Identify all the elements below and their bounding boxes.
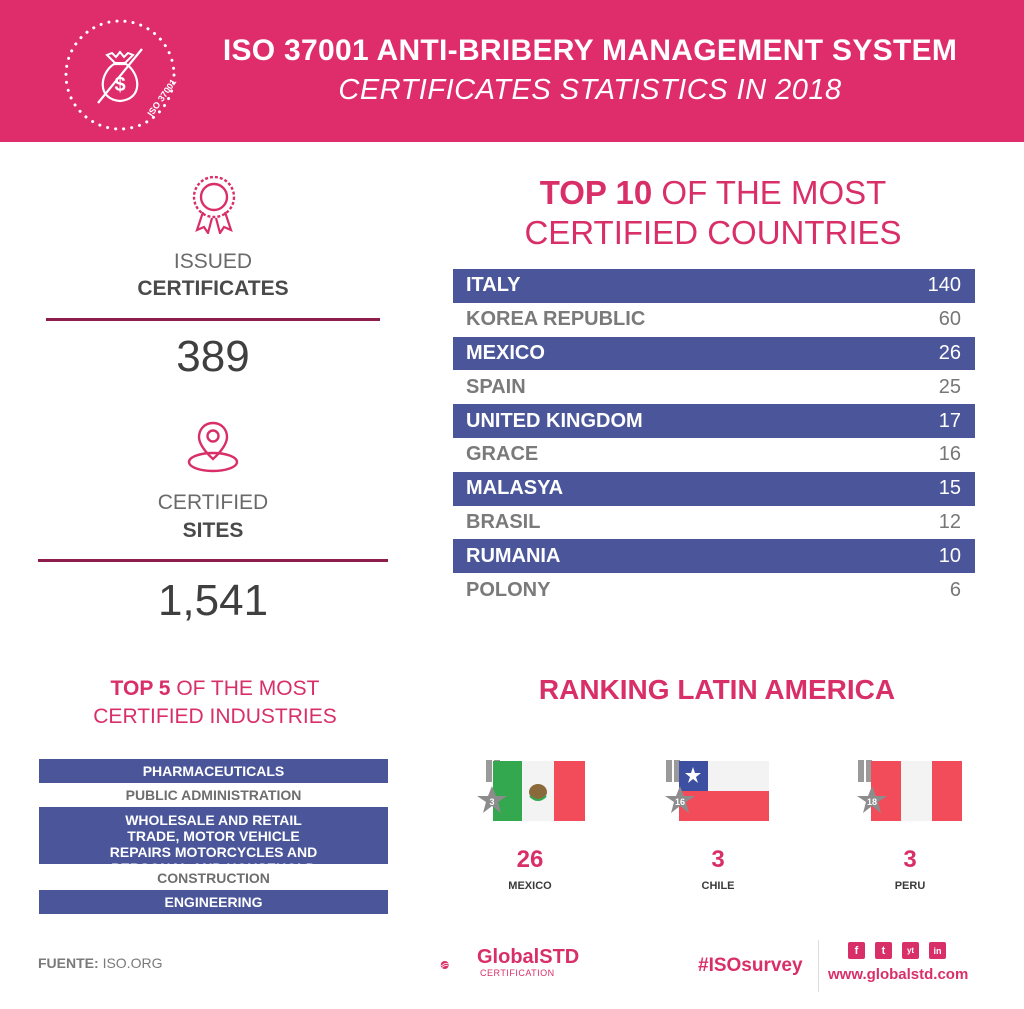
country-value: 12 — [938, 510, 961, 533]
country-name: KOREA REPUBLIC — [466, 308, 646, 331]
latam-value: 3 — [711, 846, 725, 873]
page-title: ISO 37001 ANTI-BRIBERY MANAGEMENT SYSTEM — [222, 34, 958, 67]
badge-text: ISO 37001 — [145, 77, 178, 118]
twitter-icon[interactable]: t — [875, 942, 892, 959]
table-row: GRACE 16 — [453, 437, 975, 472]
country-name: ITALY — [466, 274, 521, 297]
sites-divider — [38, 559, 388, 562]
top5-title: TOP 5 OF THE MOST CERTIFIED INDUSTRIES — [40, 675, 390, 731]
table-row: ITALY 140 — [453, 269, 975, 303]
country-name: POLONY — [466, 578, 551, 601]
social-links: f t yt in — [848, 942, 946, 959]
industries-list: PHARMACEUTICALS PUBLIC ADMINISTRATION WH… — [39, 759, 388, 914]
top5-title-highlight: TOP 5 — [110, 677, 171, 700]
facebook-icon[interactable]: f — [848, 942, 865, 959]
hashtag: #ISOsurvey — [698, 955, 803, 976]
linkedin-icon[interactable]: in — [929, 942, 946, 959]
country-value: 6 — [949, 578, 961, 601]
country-name: SPAIN — [466, 375, 526, 398]
top10-title: TOP 10 OF THE MOST CERTIFIED COUNTRIES — [440, 173, 986, 253]
country-value: 25 — [938, 375, 961, 398]
source-label: FUENTE: — [38, 955, 99, 971]
table-row: BRASIL 12 — [453, 505, 975, 540]
issued-divider — [46, 318, 380, 321]
list-item: WHOLESALE AND RETAIL TRADE, MOTOR VEHICL… — [39, 807, 388, 892]
top10-title-line2: CERTIFIED COUNTRIES — [524, 214, 902, 251]
table-row: MEXICO 26 — [453, 336, 975, 371]
top5-title-line2: CERTIFIED INDUSTRIES — [93, 705, 337, 728]
issued-label: ISSUED — [173, 250, 253, 273]
logo-sub: CERTIFICATION — [480, 968, 555, 978]
latam-country: MEXICO — [508, 880, 552, 892]
country-value: 15 — [938, 477, 961, 500]
sites-label-bold: SITES — [182, 519, 244, 542]
sites-value: 1,541 — [157, 576, 269, 625]
rank-badge: 3 — [489, 797, 494, 807]
footer-divider — [818, 940, 819, 992]
table-row: RUMANIA 10 — [453, 539, 975, 574]
top10-title-rest: OF THE MOST — [652, 174, 887, 211]
source-value: ISO.ORG — [102, 955, 163, 971]
latam-value: 26 — [516, 846, 544, 873]
sites-label: CERTIFIED — [157, 491, 269, 514]
top5-title-rest: OF THE MOST — [170, 677, 320, 700]
table-row: SPAIN 25 — [453, 370, 975, 405]
peru-flag-icon: 18 — [857, 760, 962, 821]
logo-name: GlobalSTD — [477, 946, 580, 968]
ranking-title: RANKING LATIN AMERICA — [538, 674, 896, 705]
table-row: KOREA REPUBLIC 60 — [453, 302, 975, 337]
latam-mexico: 3 26 MEXICO — [455, 758, 605, 892]
countries-table: ITALY 140 KOREA REPUBLIC 60 MEXICO 26 SPAIN… — [453, 269, 975, 607]
chile-flag-icon: 16 — [665, 760, 769, 821]
globalstd-logo-icon — [440, 961, 449, 969]
country-name: MEXICO — [466, 341, 545, 364]
page-subtitle: CERTIFICATES STATISTICS IN 2018 — [338, 74, 842, 106]
list-item: ENGINEERING — [39, 890, 388, 914]
svg-text:$: $ — [114, 74, 125, 96]
rank-badge: 16 — [675, 797, 685, 807]
table-row: UNITED KINGDOM 17 — [453, 404, 975, 438]
award-icon — [192, 175, 236, 234]
youtube-icon[interactable]: yt — [902, 942, 919, 959]
country-value: 10 — [938, 544, 961, 567]
website-link[interactable]: www.globalstd.com — [828, 966, 969, 983]
latam-country: CHILE — [701, 880, 735, 892]
mexico-flag-icon: 3 — [477, 760, 585, 821]
top10-title-highlight: TOP 10 — [539, 174, 653, 211]
latam-chile: 16 3 CHILE — [643, 758, 793, 892]
country-value: 60 — [938, 308, 961, 331]
list-item: PUBLIC ADMINISTRATION — [39, 783, 388, 807]
location-pin-icon — [187, 421, 239, 473]
iso-badge-icon: $ ISO 37001 — [64, 19, 178, 131]
country-value: 140 — [927, 274, 961, 297]
header-banner: $ ISO 37001 ISO 37001 ANTI-BRIBERY MANAG… — [0, 0, 1024, 142]
country-value: 17 — [938, 409, 961, 432]
issued-value: 389 — [176, 332, 250, 381]
issued-label-bold: CERTIFICATES — [137, 277, 289, 300]
list-item: CONSTRUCTION — [39, 864, 388, 890]
country-name: RUMANIA — [466, 544, 561, 567]
country-name: GRACE — [466, 443, 539, 466]
country-value: 16 — [938, 443, 961, 466]
source-text: FUENTE: ISO.ORG — [38, 955, 162, 971]
country-name: UNITED KINGDOM — [466, 409, 643, 432]
latam-country: PERU — [894, 880, 926, 892]
list-item: PHARMACEUTICALS — [39, 759, 388, 783]
country-name: BRASIL — [466, 510, 541, 533]
table-row: POLONY 6 — [453, 573, 975, 607]
rank-badge: 18 — [867, 797, 877, 807]
table-row: MALASYA 15 — [453, 471, 975, 506]
country-name: MALASYA — [466, 477, 564, 500]
latam-peru: 18 3 PERU — [835, 758, 985, 892]
latam-value: 3 — [903, 846, 917, 873]
country-value: 26 — [938, 341, 961, 364]
